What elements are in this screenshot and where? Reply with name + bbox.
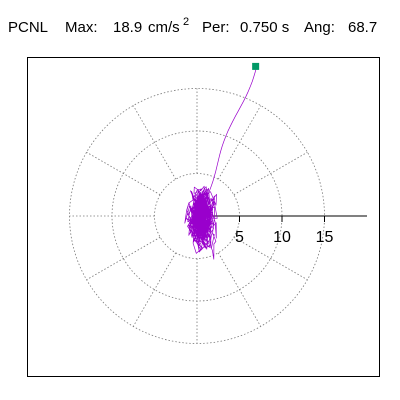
tick-label-15: 15 — [316, 229, 334, 246]
peak-marker — [252, 62, 260, 70]
period-value: 0.750 s — [240, 19, 289, 36]
motion-trace — [184, 66, 258, 260]
tick-label-10: 10 — [273, 229, 291, 246]
peak-marker-group — [252, 62, 260, 70]
max-value: 18.9 — [113, 19, 142, 36]
trace-path — [184, 66, 258, 260]
max-unit-exponent: 2 — [183, 16, 189, 28]
station-code: PCNL — [8, 19, 48, 36]
angle-label: Ang: — [304, 19, 335, 36]
grid-spoke-240 — [132, 252, 177, 327]
grid-spoke-120 — [132, 105, 177, 180]
axis-ticks: 5 10 15 — [235, 216, 334, 246]
angle-value: 68.7 — [348, 19, 377, 36]
grid-spoke-30 — [233, 151, 308, 196]
plot-frame — [27, 57, 380, 377]
max-unit: cm/s — [148, 19, 180, 36]
grid-spoke-150 — [86, 151, 161, 196]
max-label: Max: — [65, 19, 98, 36]
grid-spoke-210 — [86, 236, 161, 281]
grid-spoke-60 — [217, 105, 262, 180]
period-label: Per: — [202, 19, 230, 36]
grid-spoke-330 — [233, 236, 308, 281]
chart-header: PCNL Max: 18.9 cm/s 2 Per: 0.750 s Ang: … — [8, 16, 377, 36]
grid-spoke-300 — [217, 252, 262, 327]
tick-label-5: 5 — [235, 229, 244, 246]
